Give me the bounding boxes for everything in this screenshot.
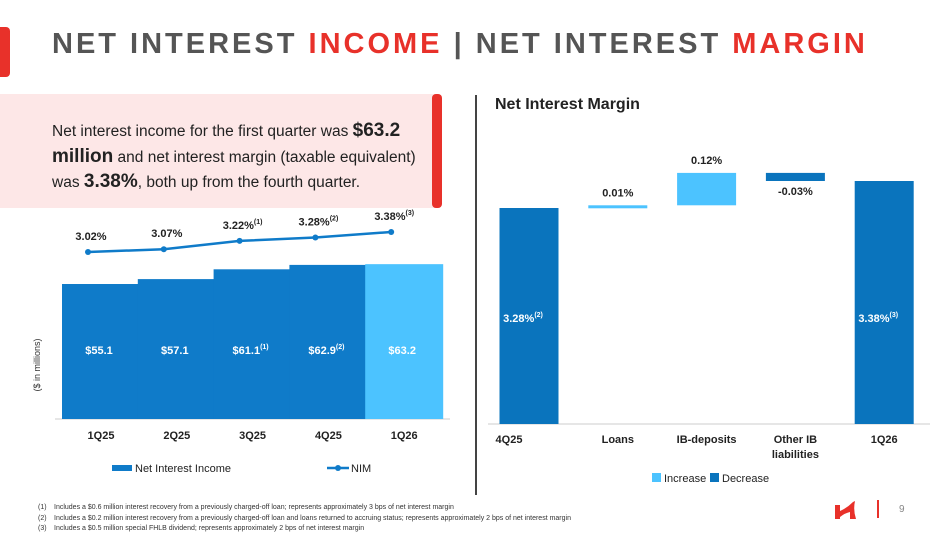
bar [289,264,368,419]
footnote-number: (3) [38,525,47,532]
x-tick-label: 3Q25 [239,430,266,442]
footnote-text: Includes a $0.2 million interest recover… [54,515,571,522]
data-label: 0.12% [691,155,722,167]
legend-label: NIM [351,463,371,475]
footnote-marker: (1) [260,344,269,351]
x-tick-label: 1Q26 [871,434,898,446]
legend-marker [335,465,341,471]
data-label: -0.03% [778,186,813,198]
data-label: 3.07% [151,228,182,240]
data-label: 3.38%(3) [858,312,898,325]
x-tick-label: 4Q25 [496,434,523,446]
nim-point [85,249,91,255]
footnote-marker: (2) [534,312,543,319]
data-label: 3.22%(1) [223,219,263,232]
title-part: NET INTEREST [475,28,733,60]
title-part: INCOME [308,28,443,60]
data-label: $57.1 [161,345,189,357]
bar [213,269,292,419]
waterfall-bar [499,208,559,424]
footnote-marker: (2) [330,216,339,223]
company-logo-icon [835,501,856,519]
data-label: $55.1 [85,345,113,357]
footnote-number: (2) [38,515,47,522]
divider [475,95,477,495]
footnote-marker: (3) [890,312,899,319]
callout-text-part: , both up from the fourth quarter. [137,174,361,192]
data-label: $62.9(2) [308,344,344,357]
nim-point [388,228,395,235]
data-label: 3.38%(3) [374,210,414,223]
waterfall-bar [588,205,648,209]
legend-swatch [710,473,719,482]
nim-point [160,246,167,253]
data-label: 3.28%(2) [299,216,339,229]
logo-divider [877,500,879,518]
footnote-number: (1) [38,504,47,511]
x-tick-label: 2Q25 [163,430,190,442]
page-title: NET INTEREST INCOME | NET INTEREST MARGI… [52,28,868,61]
x-tick-label: Loans [602,434,634,446]
footnote: (2) Includes a $0.2 million interest reco… [38,515,571,522]
legend-swatch [112,465,132,471]
legend-label: Increase [664,473,706,485]
callout-text-part: and net interest margin (taxable equival… [52,148,416,192]
nim-point [236,237,243,244]
x-tick-label: 1Q26 [391,430,418,442]
accent-tab [0,27,10,77]
waterfall-title: Net Interest Margin [495,96,640,113]
footnote: (3) Includes a $0.5 million special FHLB … [38,525,364,532]
title-part: NET INTEREST [52,28,309,60]
page-number: 9 [899,504,905,515]
legend-swatch [652,473,661,482]
bar [62,284,140,419]
data-label: 3.02% [75,231,106,243]
callout-accent [432,94,442,208]
x-tick-label: 4Q25 [315,430,342,442]
waterfall-bar [765,172,825,181]
footnote-text: Includes a $0.5 million special FHLB div… [54,525,365,532]
callout-highlight: 3.38% [83,171,138,193]
x-tick-label: Other IB [774,434,817,446]
callout-box [0,94,436,208]
data-label: 0.01% [602,187,633,199]
footnote: (1) Includes a $0.6 million interest reco… [38,504,454,511]
legend-label: Net Interest Income [135,463,231,475]
x-tick-label: 1Q25 [88,430,115,442]
callout-text: Net interest income for the first quarte… [52,118,422,195]
waterfall-bar [677,172,737,206]
data-label: $63.2 [388,345,416,357]
title-part: MARGIN [732,28,868,60]
nim-point [312,234,319,241]
waterfall-bar [854,181,914,424]
footnote-marker: (3) [406,210,415,217]
y-axis-label: ($ in millions) [32,338,42,391]
bar [137,279,216,419]
footnote-marker: (2) [336,344,345,351]
legend-label: Decrease [722,473,769,485]
footnote-text: Includes a $0.6 million interest recover… [54,504,454,511]
bar [365,264,444,419]
data-label: $61.1(1) [233,344,269,357]
title-separator: | [442,28,476,60]
footnote-marker: (1) [254,219,263,226]
x-tick-label: IB-deposits [677,434,737,446]
data-label: 3.28%(2) [503,312,543,325]
callout-highlight: $63.2 million [52,120,401,167]
x-tick-label: liabilities [772,449,819,461]
callout-text-part: Net interest income for the first quarte… [52,123,353,140]
